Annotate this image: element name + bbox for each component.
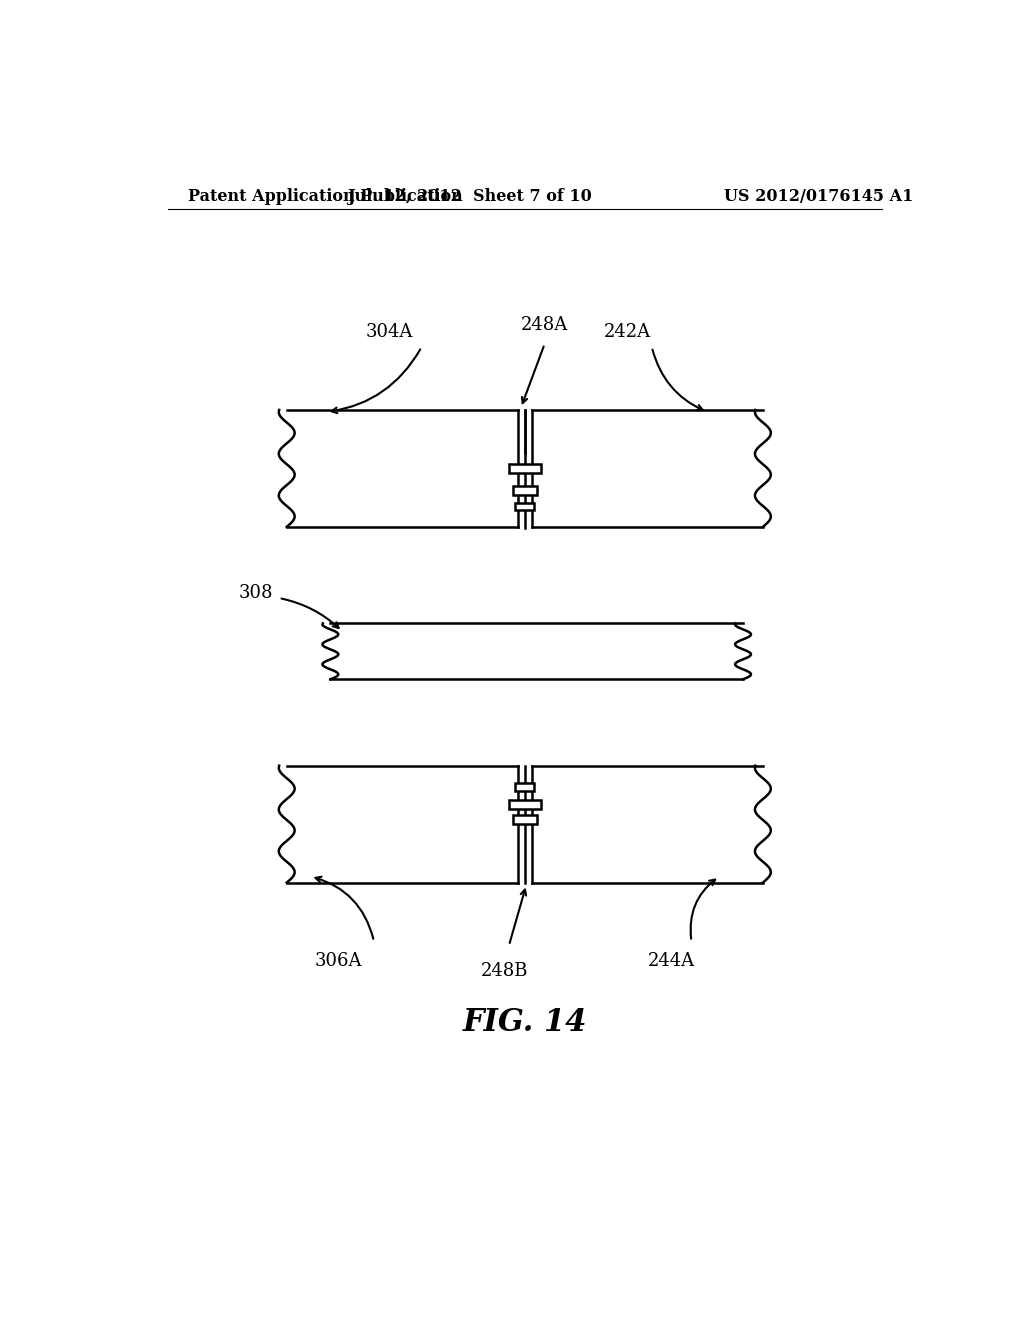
Text: 244A: 244A	[648, 952, 695, 970]
Text: 248A: 248A	[521, 315, 568, 334]
Text: 308: 308	[240, 583, 273, 602]
Text: US 2012/0176145 A1: US 2012/0176145 A1	[724, 187, 913, 205]
Bar	[513, 814, 537, 824]
Bar	[509, 800, 541, 809]
Bar	[515, 503, 535, 510]
Bar	[515, 784, 535, 791]
Text: 242A: 242A	[604, 323, 651, 341]
Text: FIG. 14: FIG. 14	[463, 1007, 587, 1038]
Text: 304A: 304A	[367, 323, 414, 341]
Text: 306A: 306A	[314, 952, 362, 970]
Text: Jul. 12, 2012  Sheet 7 of 10: Jul. 12, 2012 Sheet 7 of 10	[347, 187, 592, 205]
Text: 248B: 248B	[481, 962, 528, 979]
Bar	[513, 486, 537, 495]
Text: Patent Application Publication: Patent Application Publication	[187, 187, 462, 205]
Bar	[509, 465, 541, 474]
